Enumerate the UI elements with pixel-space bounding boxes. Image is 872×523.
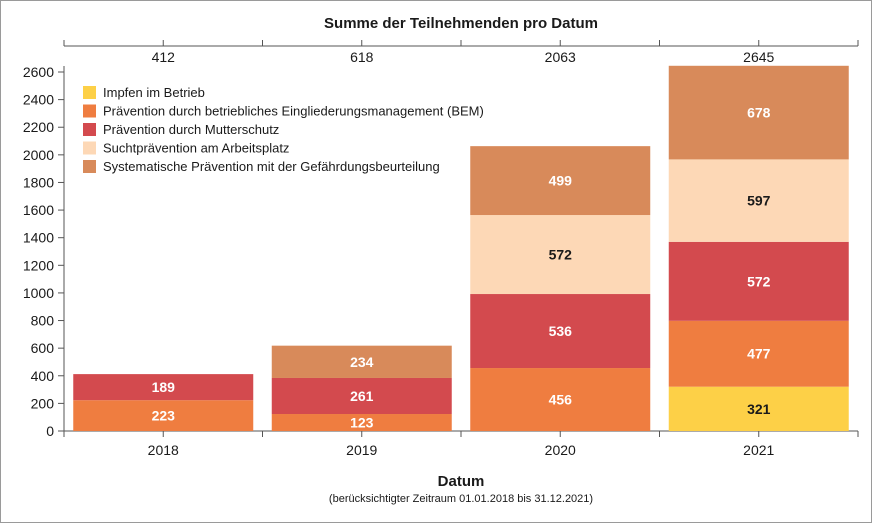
bars: 223 189 123 261 234 456 536 572 499 321 477 572 597 6…	[73, 65, 849, 431]
legend-swatch	[83, 160, 96, 173]
bar-segment	[470, 294, 651, 369]
chart-title: Summe der Teilnehmenden pro Datum	[324, 15, 598, 32]
x-axis-title: Datum	[438, 473, 485, 490]
segment-value-label: 123	[350, 415, 374, 431]
legend-label: Impfen im Betrieb	[103, 85, 205, 100]
bar-segment	[73, 400, 254, 431]
segment-value-label: 321	[747, 401, 771, 417]
bar-segment	[668, 65, 849, 160]
legend-label: Prävention durch Mutterschutz	[103, 122, 279, 137]
bar-segment	[470, 146, 651, 216]
segment-value-label: 678	[747, 105, 771, 121]
y-tick-label: 2400	[23, 92, 54, 108]
legend-swatch	[83, 104, 96, 118]
y-tick-label: 1400	[23, 230, 54, 246]
x-tick-label: 2019	[346, 442, 377, 458]
legend-swatch	[83, 86, 96, 99]
legend-label: Systematische Prävention mit der Gefährd…	[103, 159, 440, 174]
segment-value-label: 572	[747, 273, 771, 289]
segment-value-label: 189	[152, 379, 176, 395]
segment-value-label: 536	[549, 323, 573, 339]
legend-swatch	[83, 123, 96, 136]
y-tick-label: 200	[31, 395, 55, 411]
total-label: 2645	[743, 49, 774, 65]
bar-segment	[470, 215, 651, 295]
segment-value-label: 456	[549, 392, 573, 408]
bar-segment	[668, 320, 849, 387]
segment-value-label: 261	[350, 388, 374, 404]
segment-value-label: 597	[747, 193, 771, 209]
y-tick-label: 2000	[23, 147, 54, 163]
y-tick-label: 2200	[23, 119, 54, 135]
legend-swatch	[83, 141, 96, 155]
bar-segment	[470, 368, 651, 431]
period-note: (berücksichtigter Zeitraum 01.01.2018 bi…	[329, 493, 593, 505]
segment-value-label: 499	[549, 173, 573, 189]
y-tick-label: 1600	[23, 202, 54, 218]
y-tick-label: 400	[31, 368, 55, 384]
y-tick-label: 0	[46, 423, 54, 439]
total-label: 618	[350, 49, 374, 65]
bar-segment	[668, 386, 849, 431]
bar-segment	[271, 377, 452, 415]
x-tick-label: 2021	[743, 442, 774, 458]
bar-segment	[271, 414, 452, 431]
segment-value-label: 572	[549, 247, 573, 263]
bar-segment	[668, 159, 849, 242]
y-tick-label: 1000	[23, 285, 54, 301]
segment-value-label: 223	[152, 408, 176, 424]
segment-value-label: 477	[747, 346, 771, 362]
y-tick-label: 800	[31, 313, 55, 329]
y-tick-label: 600	[31, 340, 55, 356]
bar-segment	[668, 241, 849, 321]
total-label: 2063	[545, 49, 576, 65]
segment-value-label: 234	[350, 354, 374, 370]
total-label: 412	[152, 49, 176, 65]
y-tick-label: 1200	[23, 257, 54, 273]
bar-segment	[73, 374, 254, 401]
y-tick-label: 2600	[23, 64, 54, 80]
x-tick-label: 2020	[545, 442, 576, 458]
y-tick-label: 1800	[23, 174, 54, 190]
legend-label: Suchtprävention am Arbeitsplatz	[103, 141, 289, 156]
legend-label: Prävention durch betriebliches Eingliede…	[103, 104, 484, 119]
legend: Impfen im Betrieb Prävention durch betrie…	[83, 85, 484, 174]
axes: 0 200 400 600 800 1000 1200 1400 1600 1800 2000 220…	[23, 40, 859, 458]
x-tick-label: 2018	[148, 442, 179, 458]
bar-segment	[271, 345, 452, 378]
